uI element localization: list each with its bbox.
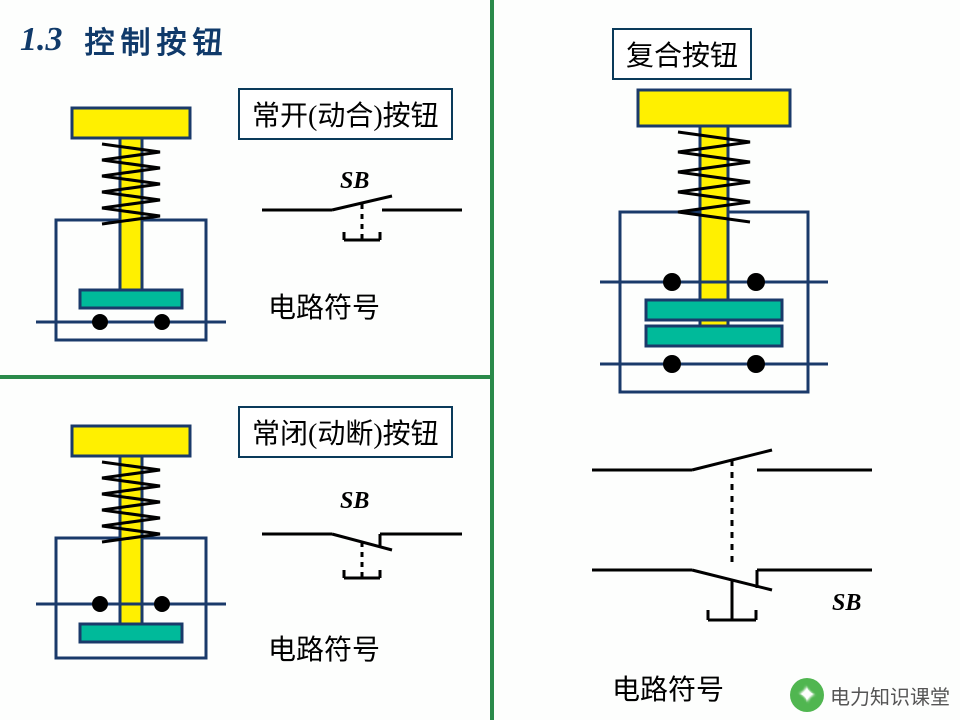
section-number: 1.3 [20, 21, 63, 59]
sublabel-no: 电路符号 [268, 286, 380, 326]
diagram-nc [36, 418, 236, 678]
diagram-no [36, 100, 236, 360]
section-title: 控制按钮 [85, 18, 229, 62]
watermark: ✦ 电力知识课堂 [790, 678, 950, 712]
label-nc: 常闭(动断)按钮 [238, 406, 453, 458]
symbol-combo [582, 440, 882, 660]
label-combo: 复合按钮 [612, 28, 752, 80]
divider-horizontal [0, 375, 490, 379]
sublabel-combo: 电路符号 [612, 668, 724, 708]
symbol-nc [262, 510, 462, 610]
label-no: 常开(动合)按钮 [238, 88, 453, 140]
sublabel-nc: 电路符号 [268, 628, 380, 668]
divider-vertical [490, 0, 494, 720]
symbol-no [262, 190, 462, 270]
diagram-combo [594, 82, 834, 412]
